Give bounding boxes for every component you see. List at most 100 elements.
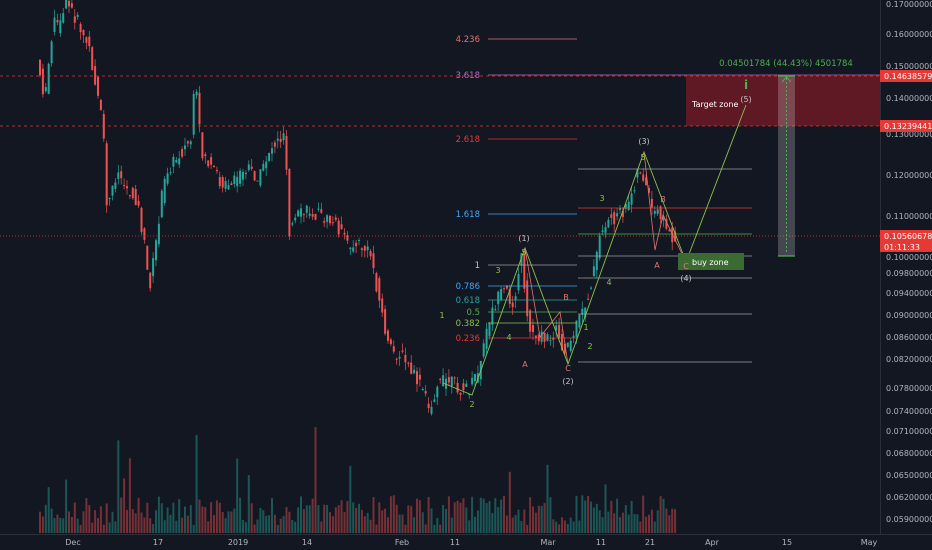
candle-body <box>337 220 340 235</box>
candle-body <box>143 228 146 240</box>
volume-bar <box>276 524 279 533</box>
candle-body <box>236 176 239 187</box>
price-axis-label: 0.05900000 <box>886 515 932 524</box>
time-axis[interactable]: Dec 17 2019 14 Feb 11 Mar 11 21 Apr 15 May <box>65 538 877 547</box>
volume-bar <box>346 500 349 533</box>
candle-body <box>592 266 595 277</box>
time-axis-label: 17 <box>153 538 163 547</box>
volume-bar <box>79 524 82 533</box>
volume-bar <box>91 522 94 533</box>
candle-body <box>178 158 181 165</box>
volume-bar <box>184 506 186 533</box>
candle-body <box>416 371 418 385</box>
candle-body <box>50 41 53 64</box>
candle-body <box>131 187 134 199</box>
volume-bar <box>285 507 288 533</box>
volume-bar <box>413 517 416 533</box>
candle-body <box>503 288 505 290</box>
candle-body <box>653 210 656 214</box>
volume-bar <box>465 507 468 533</box>
volume-bar <box>178 499 181 533</box>
volume-bar <box>636 514 639 533</box>
volume-bar <box>363 516 366 533</box>
volume-bar <box>256 519 259 533</box>
volume-bar <box>421 512 424 533</box>
candle-body <box>436 386 439 398</box>
volume-bar <box>195 434 198 533</box>
fib-upper-label-0: 4.236 <box>456 35 480 45</box>
candle-body <box>88 36 91 47</box>
candle-body <box>108 198 111 200</box>
volume-bar <box>56 514 59 533</box>
volume-bar <box>323 504 326 533</box>
volume-bar <box>366 512 369 533</box>
volume-bar <box>334 507 337 533</box>
volume-bar <box>590 501 592 533</box>
wave-label-4b: 4 <box>606 278 611 287</box>
fib-upper-label-2: 2.618 <box>456 135 480 145</box>
volume-bar <box>105 503 108 533</box>
candle-body <box>56 19 59 23</box>
price-axis-label: 0.11000000 <box>886 212 932 221</box>
candle-body <box>160 190 163 218</box>
candle-body <box>346 235 349 241</box>
volume-bar <box>41 516 44 533</box>
price-axis-label: 0.08200000 <box>886 355 932 364</box>
volume-bar <box>479 497 482 533</box>
candle-body <box>540 331 543 342</box>
fib-lower-label-0: 1 <box>475 261 480 271</box>
price-axis-label: 0.09000000 <box>886 311 932 320</box>
volume-bar <box>131 509 134 533</box>
volume-bar <box>665 508 668 533</box>
candle-body <box>650 198 653 208</box>
wave-label-B1: B <box>563 293 569 302</box>
candle-body <box>271 148 273 154</box>
volume-bar <box>534 512 537 533</box>
candle-body <box>459 392 462 395</box>
candle-body <box>563 343 566 354</box>
price-tag-upper: 0.14638579 <box>880 70 932 82</box>
volume-bar <box>253 524 256 533</box>
volume-bar <box>213 515 215 533</box>
price-axis[interactable]: 0.17000000 0.16000000 0.15000000 0.14000000… <box>886 0 932 524</box>
wave-label-3a: 3 <box>495 266 500 275</box>
candle-body <box>59 20 62 34</box>
volume-bar <box>259 508 262 533</box>
candle-body <box>642 174 645 181</box>
wave-label-circle-2: (2) <box>562 377 573 386</box>
volume-bar <box>70 516 73 533</box>
candle-body <box>668 230 671 232</box>
volume-bar <box>358 503 360 533</box>
candle-body <box>468 394 471 396</box>
candle-body <box>517 274 520 291</box>
candle-body <box>201 132 204 159</box>
abc-correction-2-path <box>643 151 687 263</box>
volume-bar <box>633 514 636 533</box>
volume-bar <box>76 518 79 533</box>
volume-bar <box>143 517 146 533</box>
candle-body <box>126 186 128 189</box>
candle-body <box>497 291 500 305</box>
volume-bar <box>128 458 131 533</box>
volume-bar <box>476 510 479 533</box>
volume-bar <box>236 458 239 533</box>
wave-label-5b: 5 <box>640 153 645 162</box>
candle-body <box>645 177 648 185</box>
wave-label-1b: 1 <box>583 323 588 332</box>
candle-body <box>465 383 468 387</box>
candle-body <box>392 346 395 352</box>
abc-correction-1-path <box>524 247 569 365</box>
candle-body <box>97 76 99 96</box>
candle-body <box>253 171 256 181</box>
candle-body <box>265 161 268 169</box>
fib-upper-label-3: 1.618 <box>456 210 480 220</box>
volume-bar <box>563 520 566 533</box>
volume-bar <box>155 510 157 533</box>
candle-body <box>401 350 404 352</box>
candle-body <box>39 59 41 76</box>
candle-body <box>250 166 253 169</box>
candle-body <box>349 247 352 250</box>
volume-bar <box>514 515 517 533</box>
candle-body <box>427 403 430 409</box>
